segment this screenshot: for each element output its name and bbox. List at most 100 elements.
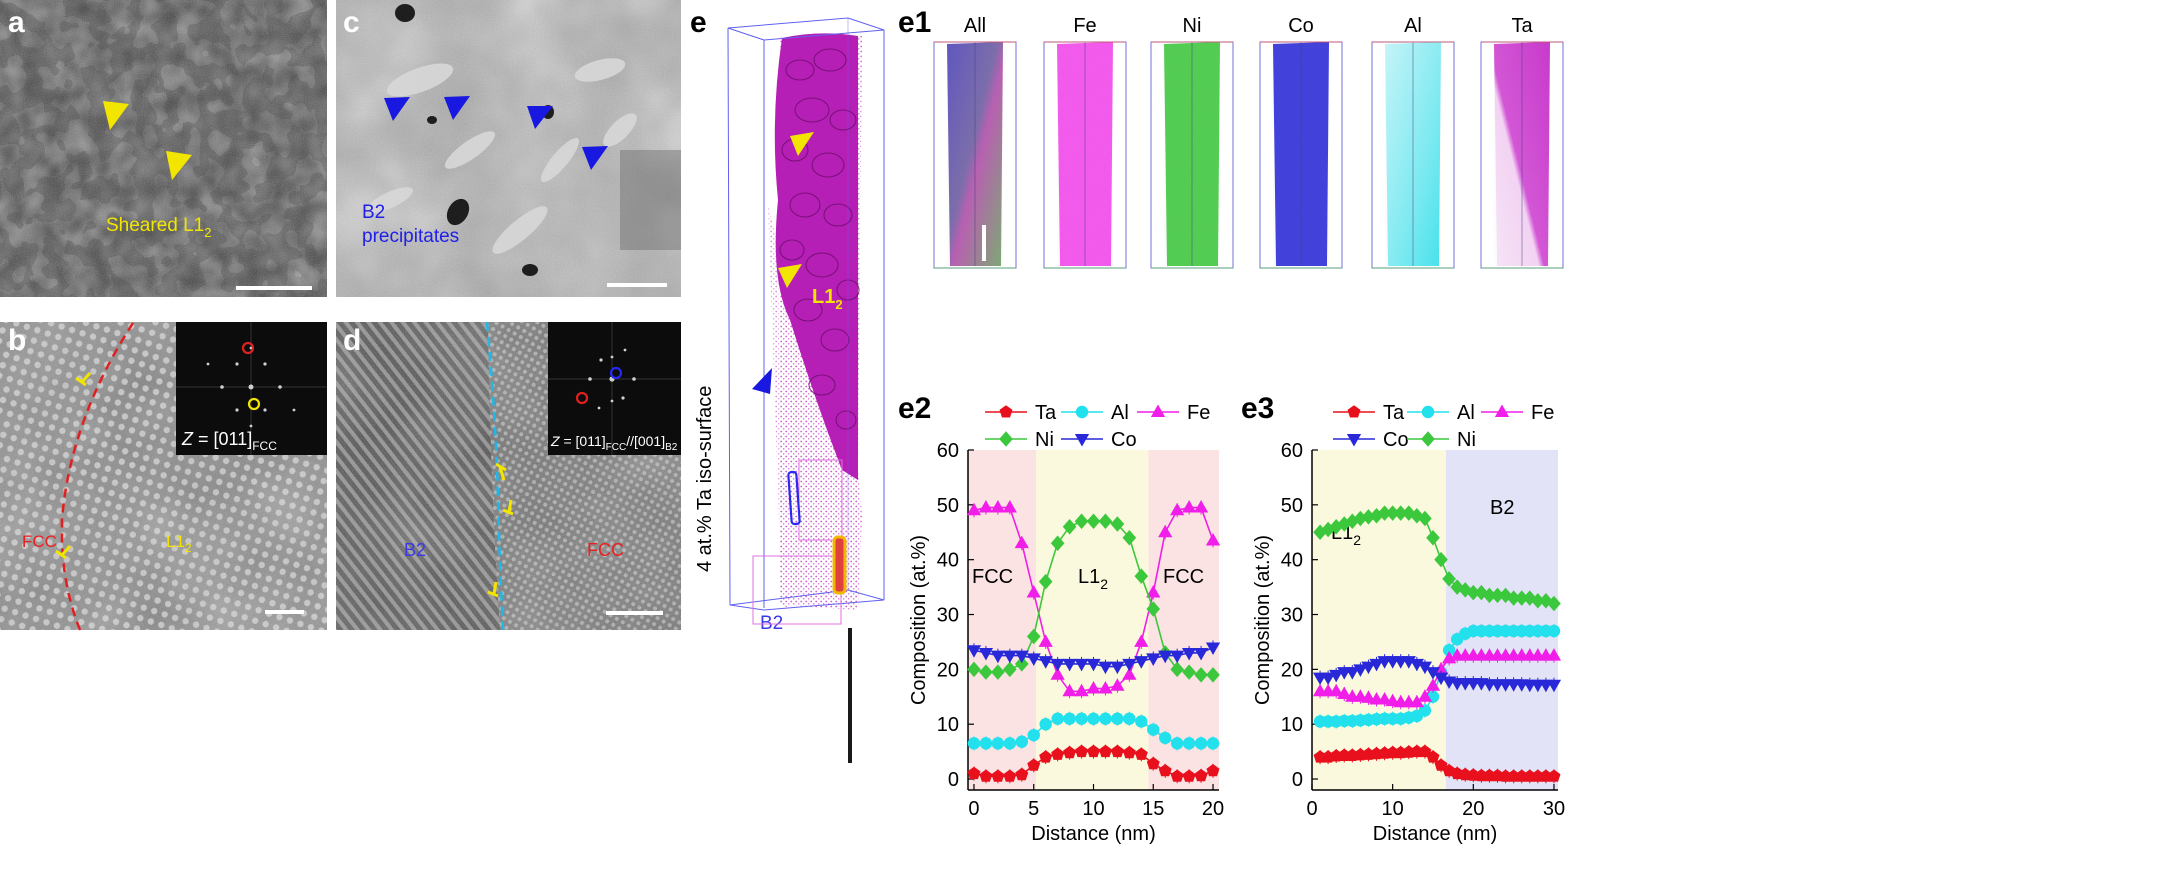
data-point-al <box>991 737 1005 750</box>
element-map-ta <box>1480 41 1564 269</box>
data-point-ta <box>1051 747 1065 760</box>
iso-surface-label: 4 at.% Ta iso-surface <box>694 386 716 572</box>
legend-entry-ta: Ta <box>985 402 1057 424</box>
data-point-co <box>1170 650 1185 664</box>
legend-label-al: Al <box>1111 402 1129 424</box>
data-point-ni <box>1050 535 1065 551</box>
data-point-al <box>1063 712 1076 725</box>
data-point-fe <box>1425 678 1441 691</box>
roi-cylinder-b2 <box>787 470 801 526</box>
legend-label-fe: Fe <box>1187 402 1210 424</box>
data-point-ni <box>1377 505 1392 521</box>
legend-entry-ni: Ni <box>985 429 1054 451</box>
data-point-ni <box>1146 601 1161 617</box>
data-point-al <box>1194 737 1208 750</box>
data-point-ta <box>1206 764 1220 777</box>
data-point-al <box>1206 737 1220 750</box>
data-point-fe <box>1205 533 1221 546</box>
data-point-ni <box>1206 667 1220 683</box>
data-point-al <box>1170 737 1184 750</box>
data-point-ta <box>1134 747 1148 760</box>
data-point-ni <box>1434 551 1448 568</box>
data-point-fe <box>1050 667 1065 680</box>
y-tick-label: 20 <box>937 659 959 681</box>
sheared-l12-label: Sheared L12 <box>106 215 211 240</box>
data-point-ni <box>1418 510 1432 527</box>
blue-arrow-icon <box>384 97 410 121</box>
dislocation-symbol <box>55 372 92 560</box>
red-circle-marker <box>241 341 255 355</box>
data-point-ni <box>1170 661 1184 678</box>
element-map-title-co: Co <box>1288 15 1314 37</box>
data-point-fe <box>1193 500 1209 513</box>
data-point-co <box>1062 658 1077 672</box>
y-tick-label: 20 <box>1281 659 1303 681</box>
data-point-ni <box>1134 568 1149 584</box>
data-point-al <box>1099 712 1112 725</box>
x-tick-label: 10 <box>1082 798 1104 820</box>
x-axis-label: Distance (nm) <box>1373 823 1497 845</box>
data-point-co <box>1074 658 1089 672</box>
y-tick-label: 10 <box>1281 714 1303 736</box>
b2-precipitates-label: B2 precipitates <box>362 202 459 247</box>
legend-marker-co <box>1346 434 1362 447</box>
data-point-fe <box>1377 692 1392 705</box>
data-point-al <box>1135 715 1148 728</box>
blue-circle-marker <box>609 366 623 380</box>
data-point-fe <box>1546 648 1562 661</box>
legend-entry-co: Co <box>1333 429 1409 451</box>
legend-label-fe: Fe <box>1531 402 1554 424</box>
data-point-ni <box>967 661 981 678</box>
zone-axis-label: Z = [011]FCC <box>181 429 277 453</box>
data-point-fe <box>990 500 1006 513</box>
yellow-circle-marker <box>247 397 261 411</box>
x-tick-label: 0 <box>968 798 979 820</box>
legend-entry-co: Co <box>1061 429 1137 451</box>
data-point-ni <box>1514 590 1529 606</box>
data-point-ni <box>1122 529 1137 546</box>
data-point-fe <box>1361 690 1376 703</box>
data-point-ni <box>1442 571 1456 587</box>
legend-entry-ni: Ni <box>1407 429 1476 451</box>
data-point-ni <box>1003 661 1017 678</box>
region-band-1 <box>1445 450 1558 790</box>
data-point-fe <box>1158 524 1173 538</box>
panel-c: c B2 precipitates <box>336 0 681 297</box>
element-map-fe <box>1043 41 1127 269</box>
y-tick-label: 40 <box>1281 550 1303 572</box>
b2-label: B2 <box>404 540 426 560</box>
red-dashed-interface <box>60 322 135 631</box>
panel-e2: e2 0 10 20 30 40 50 60 0 5 10 15 20 Distance (nm) Com… <box>898 392 1224 845</box>
x-axis-label: Distance (nm) <box>1031 823 1155 845</box>
data-point-ni <box>1038 573 1053 590</box>
data-point-co <box>1134 656 1149 669</box>
x-tick-label: 20 <box>1202 798 1224 820</box>
data-point-ni <box>1074 513 1089 530</box>
y-tick-label: 50 <box>937 495 959 517</box>
data-point-fe <box>1417 689 1433 702</box>
y-tick-label: 10 <box>937 714 959 736</box>
legend-marker-co <box>1074 434 1090 447</box>
region-band-2 <box>1148 450 1219 790</box>
legend-label-ni: Ni <box>1457 429 1476 451</box>
data-point-ni <box>1014 656 1029 672</box>
scale-bar <box>848 628 852 763</box>
data-point-co <box>1417 661 1433 675</box>
data-point-fe <box>1110 678 1125 691</box>
x-tick-label: 0 <box>1306 798 1317 820</box>
data-point-co <box>1002 650 1017 664</box>
blue-arrow-icon <box>752 368 772 394</box>
data-point-ni <box>1506 590 1521 606</box>
panel-e: e 4 at.% Ta iso-surface <box>690 6 885 763</box>
element-map-co <box>1259 41 1343 269</box>
panel-a: a Sheared L12 <box>0 0 327 297</box>
series-co <box>966 640 1221 675</box>
data-point-ta <box>1087 744 1100 758</box>
data-point-fe <box>1409 694 1424 708</box>
yellow-arrow-icon <box>790 132 814 156</box>
data-point-co <box>1345 667 1360 680</box>
data-point-ta <box>1194 768 1208 782</box>
panel-d-letter: d <box>343 324 361 357</box>
data-point-fe <box>1026 585 1041 598</box>
series-co <box>1312 654 1562 693</box>
